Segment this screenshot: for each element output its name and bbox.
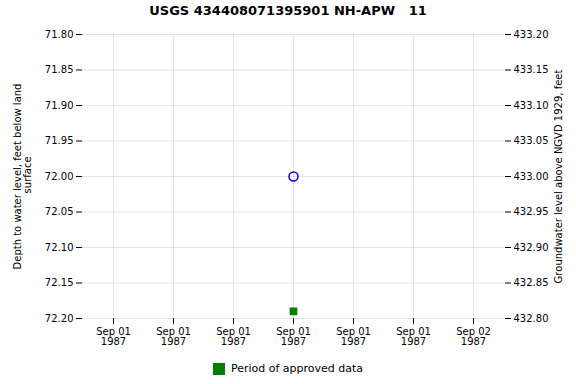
svg-text:72.10: 72.10 (45, 242, 74, 253)
svg-text:72.00: 72.00 (45, 171, 74, 182)
svg-text:71.90: 71.90 (45, 100, 74, 111)
svg-text:Groundwater level above NGVD 1: Groundwater level above NGVD 1929, feet (553, 70, 564, 284)
svg-text:433.00: 433.00 (514, 171, 549, 182)
svg-text:433.05: 433.05 (514, 135, 549, 146)
svg-text:72.15: 72.15 (45, 277, 74, 288)
svg-text:432.80: 432.80 (514, 313, 549, 324)
svg-text:71.95: 71.95 (45, 135, 74, 146)
html-text:Period of approved data: Period of approved data (230, 362, 364, 375)
svg-text:71.80: 71.80 (45, 29, 74, 40)
svg-text:71.85: 71.85 (45, 64, 74, 75)
svg-text:432.85: 432.85 (514, 277, 549, 288)
svg-text:Sep 011987: Sep 011987 (276, 326, 311, 347)
svg-text:Depth to water level, feet bel: Depth to water level, feet below land su… (12, 84, 33, 270)
svg-text:Sep 011987: Sep 011987 (216, 326, 251, 347)
svg-text:Sep 021987: Sep 021987 (456, 326, 491, 347)
svg-text:Sep 011987: Sep 011987 (396, 326, 431, 347)
svg-text:Sep 011987: Sep 011987 (96, 326, 131, 347)
svg-text:433.15: 433.15 (514, 64, 549, 75)
html-text:USGS 434408071395901 NH-APW 11: USGS 434408071395901 NH-APW 11 (149, 3, 427, 18)
svg-text:Sep 011987: Sep 011987 (336, 326, 371, 347)
svg-text:433.10: 433.10 (514, 100, 549, 111)
svg-text:72.05: 72.05 (45, 206, 74, 217)
svg-text:Sep 011987: Sep 011987 (156, 326, 191, 347)
svg-text:432.90: 432.90 (514, 242, 549, 253)
svg-text:432.95: 432.95 (514, 206, 549, 217)
svg-text:72.20: 72.20 (45, 313, 74, 324)
svg-text:433.20: 433.20 (514, 29, 549, 40)
